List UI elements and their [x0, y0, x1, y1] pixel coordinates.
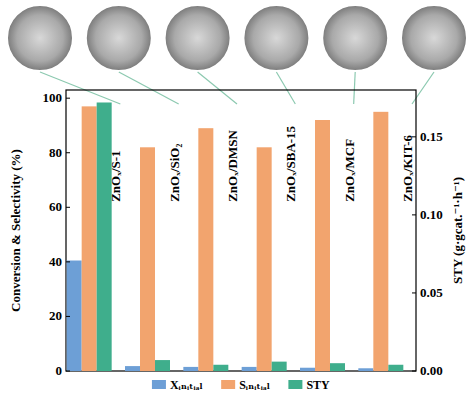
- bar: [373, 112, 388, 371]
- tick: [66, 316, 70, 317]
- bar: [125, 366, 140, 371]
- tick: [66, 371, 70, 372]
- bar: [257, 147, 272, 371]
- tick: [412, 136, 416, 137]
- sem-image: [322, 5, 388, 71]
- tick-label: 0.10: [420, 207, 443, 222]
- chart: ZnOₓ/S-1 ZnOₓ/SiO₂ ZnOₓ/DMSN ZnOₓ/SBA-15 ZnO…: [0, 0, 474, 398]
- sem-image: [401, 5, 467, 71]
- pointer-line: [276, 72, 295, 104]
- bar: [183, 367, 198, 371]
- tick-label: 100: [43, 90, 63, 105]
- legend-label: STY: [306, 378, 330, 392]
- bar: [300, 368, 315, 371]
- tick: [66, 207, 70, 208]
- pointer-line: [354, 72, 356, 104]
- tick: [66, 152, 70, 153]
- tick-label: 0: [56, 363, 63, 378]
- legend-label: Xᵢₙᵢₜᵢₐₗ: [170, 378, 203, 392]
- tick-label: 20: [49, 308, 62, 323]
- bar: [155, 360, 170, 371]
- category-label: ZnOₓ/DMSN: [225, 130, 240, 202]
- tick-label: 0.15: [420, 129, 443, 144]
- tick-label: 40: [49, 254, 62, 269]
- legend-label: Sᵢₙᵢₜᵢₐₗ: [239, 378, 270, 392]
- tick-label: 80: [49, 145, 62, 160]
- category-label: ZnOₓ/SiO₂: [167, 144, 182, 202]
- category-label: ZnOₓ/S-1: [108, 150, 123, 201]
- bar: [315, 120, 330, 371]
- tick: [66, 261, 70, 262]
- legend-swatch: [288, 380, 302, 389]
- category-label: ZnOₓ/MCF: [342, 139, 357, 202]
- legend-swatch: [152, 380, 166, 389]
- bar: [198, 128, 213, 371]
- bar: [67, 261, 82, 371]
- sem-image: [165, 5, 231, 71]
- sem-image: [7, 5, 73, 71]
- sem-image: [86, 5, 152, 71]
- bar: [272, 362, 287, 371]
- tick: [66, 98, 70, 99]
- bar: [82, 106, 97, 371]
- axis-title: Conversion & Selectivity (%): [8, 149, 23, 312]
- tick: [412, 214, 416, 215]
- bar: [213, 365, 228, 371]
- bar: [242, 367, 257, 371]
- bar: [97, 102, 112, 371]
- legend-swatch: [221, 380, 235, 389]
- pointer-line: [119, 72, 179, 104]
- bar: [358, 368, 373, 371]
- bar: [388, 365, 403, 371]
- legend: Xᵢₙᵢₜᵢₐₗ Sᵢₙᵢₜᵢₐₗ STY: [152, 378, 330, 392]
- bar: [140, 147, 155, 371]
- tick-label: 0.00: [420, 363, 443, 378]
- tick: [412, 292, 416, 293]
- plot-frame: [66, 90, 416, 371]
- category-label: ZnOₓ/SBA-15: [283, 125, 298, 201]
- axis-title: STY (g·gcat.⁻¹·h⁻¹): [450, 177, 465, 284]
- bars: [67, 102, 404, 371]
- category-label: ZnOₓ/KIT-6: [400, 135, 415, 202]
- pointer-line: [412, 72, 434, 104]
- sem-image: [243, 5, 309, 71]
- pointer-line: [198, 72, 237, 104]
- tick: [412, 371, 416, 372]
- tick-label: 60: [49, 199, 62, 214]
- bar: [330, 363, 345, 371]
- tick-label: 0.05: [420, 285, 443, 300]
